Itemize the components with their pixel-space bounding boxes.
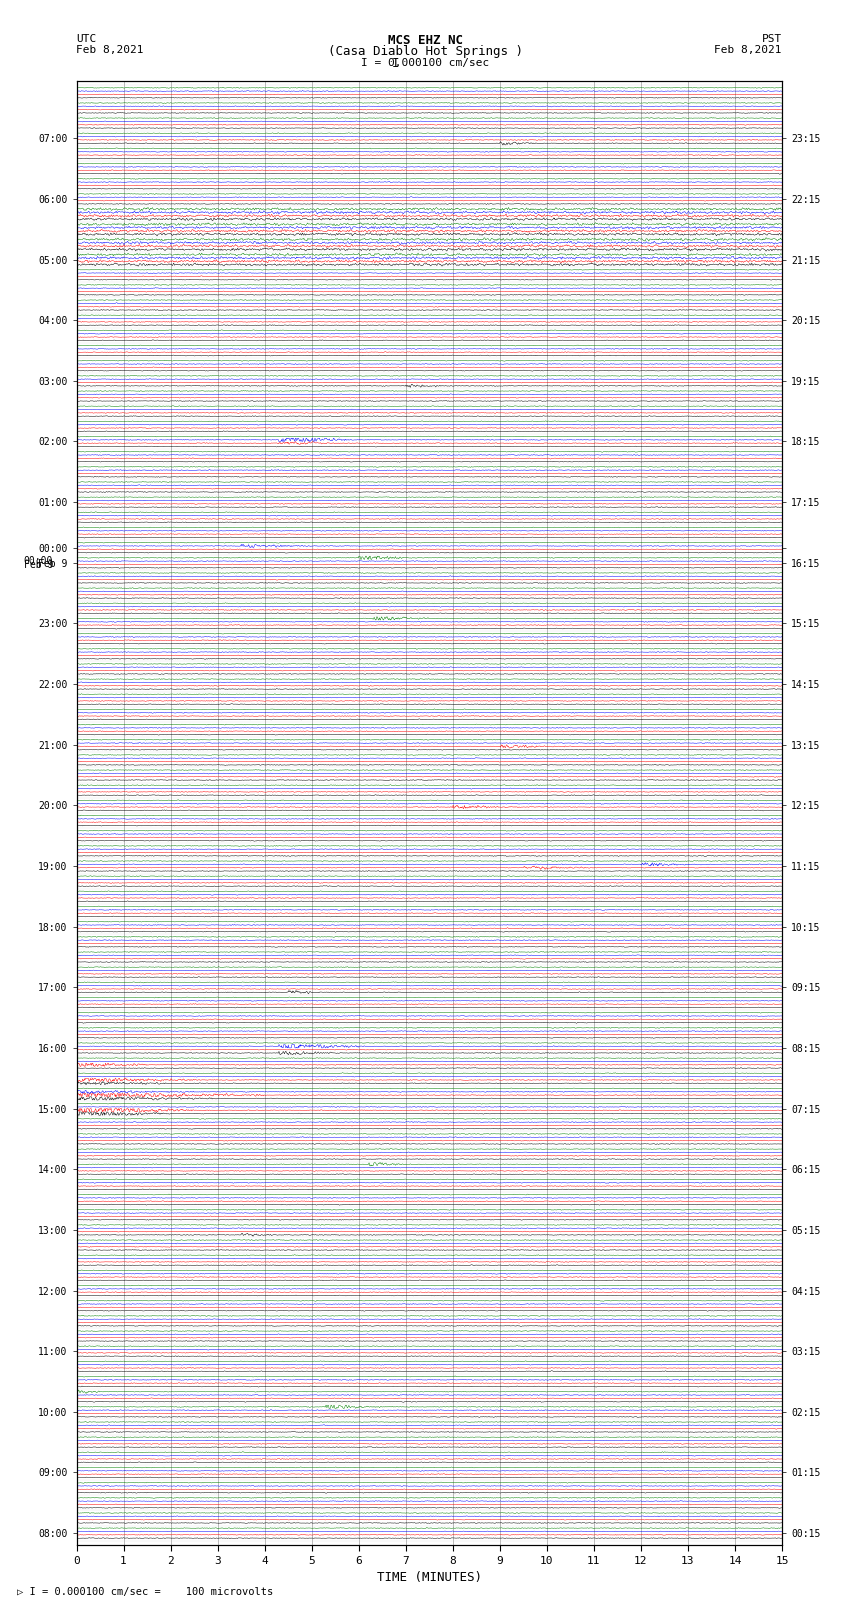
Text: PST: PST	[762, 34, 782, 44]
Text: Feb 9: Feb 9	[24, 560, 53, 569]
Text: 00:00: 00:00	[24, 556, 53, 566]
X-axis label: TIME (MINUTES): TIME (MINUTES)	[377, 1571, 482, 1584]
Text: UTC: UTC	[76, 34, 97, 44]
Text: I: I	[392, 58, 399, 71]
Text: Feb 8,2021: Feb 8,2021	[76, 45, 144, 55]
Text: (Casa Diablo Hot Springs ): (Casa Diablo Hot Springs )	[327, 45, 523, 58]
Text: ▷ I = 0.000100 cm/sec =    100 microvolts: ▷ I = 0.000100 cm/sec = 100 microvolts	[17, 1587, 273, 1597]
Text: I = 0.000100 cm/sec: I = 0.000100 cm/sec	[361, 58, 489, 68]
Text: Feb 8,2021: Feb 8,2021	[715, 45, 782, 55]
Text: MCS EHZ NC: MCS EHZ NC	[388, 34, 462, 47]
